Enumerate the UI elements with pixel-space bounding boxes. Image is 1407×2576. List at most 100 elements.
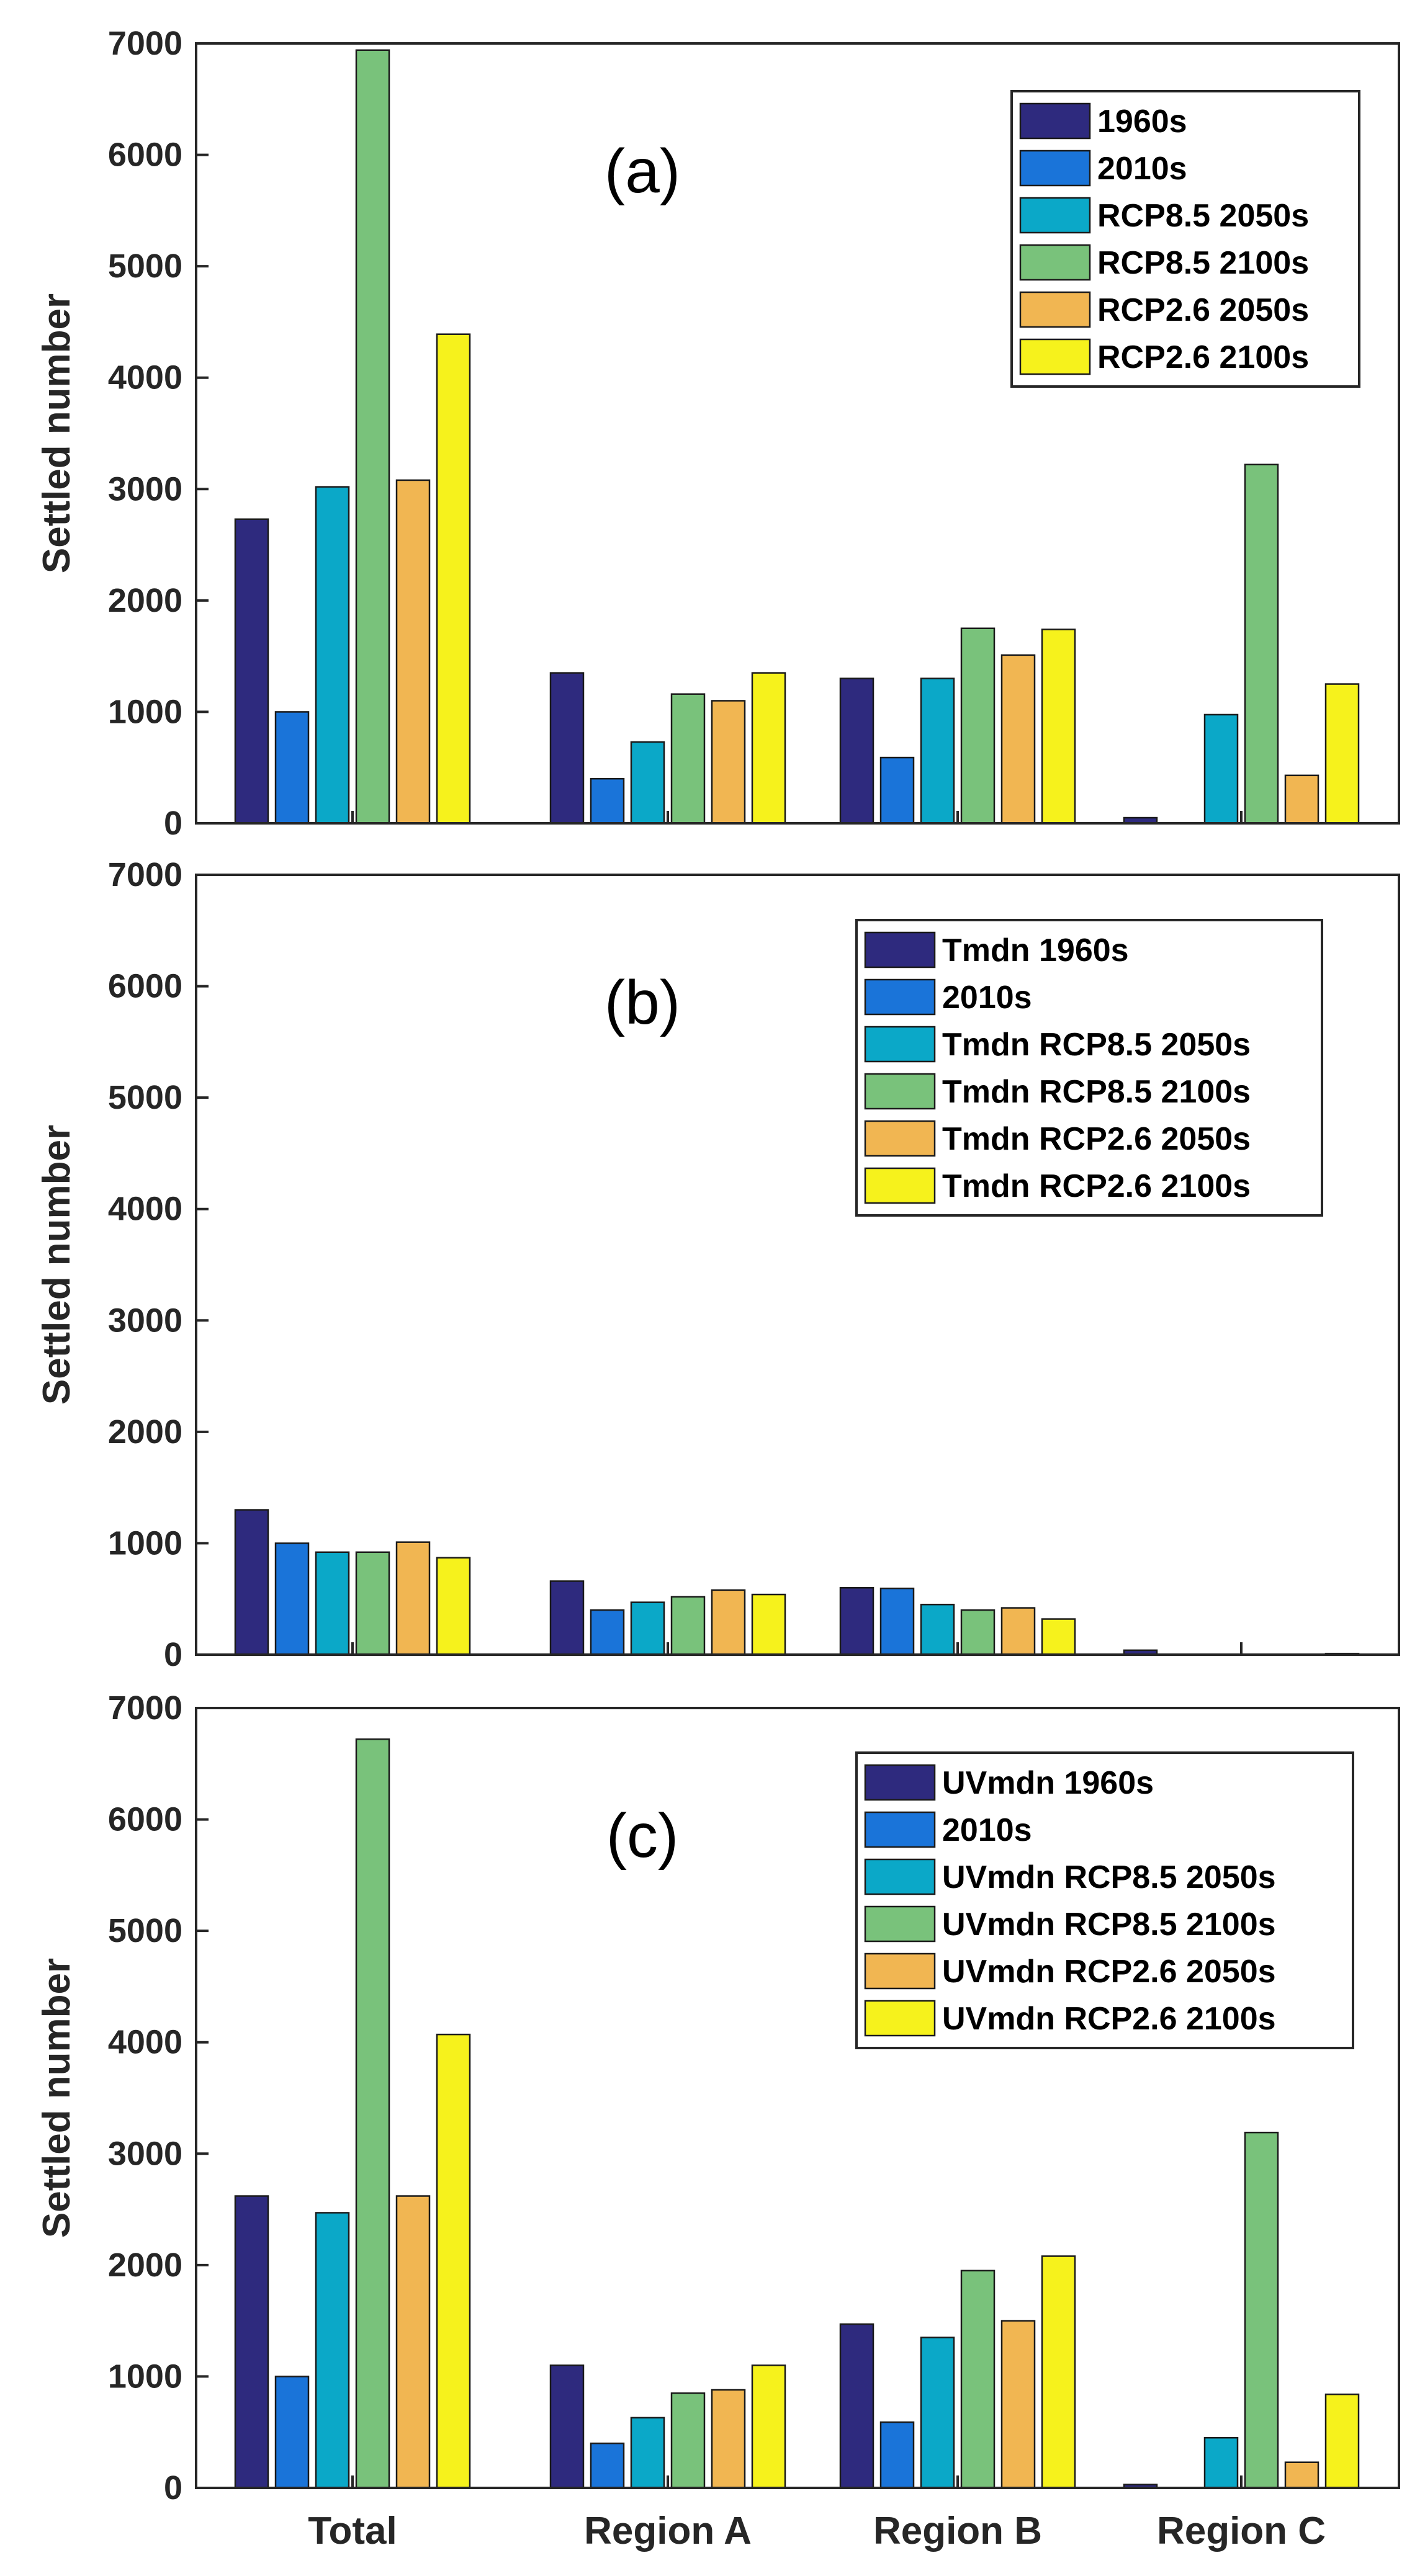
bar-region-a-series-1 bbox=[549, 672, 585, 825]
y-tick-label: 5000 bbox=[108, 1079, 182, 1116]
bar-region-a-series-3 bbox=[630, 2417, 665, 2489]
legend-label: 1960s bbox=[1097, 104, 1187, 140]
legend-swatch bbox=[864, 1026, 936, 1063]
bar-region-c-series-3 bbox=[1203, 713, 1239, 825]
bar-total-series-3 bbox=[315, 2212, 350, 2489]
legend-swatch bbox=[1019, 291, 1091, 328]
y-tick-label: 2000 bbox=[108, 582, 182, 619]
legend-swatch bbox=[864, 1811, 936, 1848]
legend-frame bbox=[855, 919, 1323, 1217]
bar-region-b-series-1 bbox=[839, 2323, 874, 2489]
bar-total-series-6 bbox=[436, 1557, 471, 1656]
bar-region-c-series-5 bbox=[1284, 774, 1319, 825]
legend-label: RCP8.5 2050s bbox=[1097, 198, 1309, 234]
legend-frame bbox=[855, 1751, 1354, 2049]
legend-swatch bbox=[1019, 102, 1091, 140]
y-tick-label: 6000 bbox=[108, 1801, 182, 1838]
y-tick-label: 3000 bbox=[108, 470, 182, 508]
bar-region-a-series-4 bbox=[670, 1596, 706, 1656]
bar-total-series-3 bbox=[315, 1551, 350, 1656]
legend-label: RCP2.6 2100s bbox=[1097, 339, 1309, 375]
bar-total-series-1 bbox=[234, 1509, 269, 1656]
bar-region-a-series-4 bbox=[670, 2392, 706, 2489]
bar-total-series-6 bbox=[436, 333, 471, 825]
legend-label: Tmdn RCP8.5 2050s bbox=[942, 1027, 1251, 1063]
bar-region-b-series-4 bbox=[960, 627, 996, 825]
bar-total-series-2 bbox=[274, 711, 310, 825]
bar-region-b-series-6 bbox=[1041, 2255, 1076, 2489]
y-tick-label: 7000 bbox=[108, 1689, 182, 1727]
panel-1: 0 1000 2000 3000 4000 5000 6000 7000 Settled num… bbox=[35, 25, 1400, 842]
bar-region-c-series-4 bbox=[1244, 2131, 1279, 2489]
bar-total-series-1 bbox=[234, 2195, 269, 2489]
axes-frame bbox=[195, 42, 1400, 825]
bar-region-a-series-3 bbox=[630, 1601, 665, 1656]
bar-total-series-5 bbox=[395, 2195, 431, 2489]
legend-label: Tmdn 1960s bbox=[942, 932, 1129, 968]
bar-region-a-series-1 bbox=[549, 2364, 585, 2489]
bar-region-b-series-5 bbox=[1000, 654, 1036, 825]
y-tick-label: 4000 bbox=[108, 2024, 182, 2061]
legend-label: RCP8.5 2100s bbox=[1097, 245, 1309, 281]
bar-region-b-series-3 bbox=[920, 1603, 955, 1656]
legend-swatch bbox=[864, 978, 936, 1016]
bar-total-series-2 bbox=[274, 1542, 310, 1656]
bar-region-c-series-4 bbox=[1244, 463, 1279, 825]
bar-region-b-series-1 bbox=[839, 678, 874, 825]
legend-label: UVmdn RCP8.5 2100s bbox=[942, 1907, 1276, 1943]
legend: 1960s 2010s RCP8.5 2050s RCP8.5 2100s RCP2.6… bbox=[1010, 90, 1360, 388]
bar-region-a-series-6 bbox=[751, 2364, 786, 2489]
legend-swatch bbox=[864, 931, 936, 968]
legend-swatch bbox=[864, 1952, 936, 1990]
legend-swatch bbox=[864, 1858, 936, 1895]
y-tick-label: 3000 bbox=[108, 2135, 182, 2172]
bar-region-a-series-4 bbox=[670, 693, 706, 825]
y-tick-label: 4000 bbox=[108, 1191, 182, 1228]
panel-label: (c) bbox=[606, 1801, 679, 1871]
bar-region-a-series-1 bbox=[549, 1580, 585, 1656]
legend-swatch bbox=[864, 2000, 936, 2037]
bar-region-b-series-4 bbox=[960, 2270, 996, 2489]
bar-region-b-series-4 bbox=[960, 1609, 996, 1656]
y-tick-label: 0 bbox=[164, 805, 182, 842]
legend-swatch bbox=[864, 1167, 936, 1204]
y-tick-label: 6000 bbox=[108, 968, 182, 1005]
bar-region-a-series-2 bbox=[590, 1609, 625, 1656]
legend-label: UVmdn RCP2.6 2050s bbox=[942, 1954, 1276, 1990]
bar-region-a-series-3 bbox=[630, 741, 665, 825]
legend-swatch bbox=[1019, 244, 1091, 281]
y-tick-label: 0 bbox=[164, 2469, 182, 2507]
bar-region-b-series-5 bbox=[1000, 1607, 1036, 1656]
y-tick-label: 5000 bbox=[108, 1912, 182, 1949]
bar-total-series-6 bbox=[436, 2033, 471, 2489]
y-axis-label: Settled number bbox=[35, 1958, 78, 2238]
bar-region-b-series-6 bbox=[1041, 628, 1076, 825]
y-tick-label: 2000 bbox=[108, 1413, 182, 1451]
bar-region-b-series-6 bbox=[1041, 1618, 1076, 1656]
legend-label: 2010s bbox=[1097, 151, 1187, 187]
y-tick-label: 1000 bbox=[108, 1524, 182, 1562]
panel-3: 0 1000 2000 3000 4000 5000 6000 7000 Settled num… bbox=[35, 1689, 1400, 2552]
bar-region-a-series-5 bbox=[711, 2389, 746, 2489]
bar-region-b-series-2 bbox=[879, 2421, 915, 2489]
bar-total-series-4 bbox=[355, 49, 390, 825]
legend-label: UVmdn RCP8.5 2050s bbox=[942, 1859, 1276, 1895]
y-tick-label: 0 bbox=[164, 1636, 182, 1673]
legend-swatch bbox=[864, 1905, 936, 1943]
legend-label: Tmdn RCP2.6 2100s bbox=[942, 1168, 1251, 1204]
y-tick-label: 5000 bbox=[108, 248, 182, 285]
legend-frame bbox=[1010, 90, 1360, 388]
bar-region-b-series-3 bbox=[920, 678, 955, 825]
y-tick-label: 3000 bbox=[108, 1302, 182, 1339]
panel-label: (b) bbox=[605, 968, 680, 1037]
bar-region-a-series-2 bbox=[590, 777, 625, 825]
x-tick-label: Region B bbox=[873, 2510, 1042, 2552]
axes-frame bbox=[195, 874, 1400, 1656]
legend-swatch bbox=[1019, 150, 1091, 187]
x-tick-label: Region A bbox=[584, 2510, 752, 2552]
axes-frame bbox=[195, 1707, 1400, 2489]
legend-label: RCP2.6 2050s bbox=[1097, 292, 1309, 328]
bar-total-series-5 bbox=[395, 1541, 431, 1656]
bar-region-b-series-3 bbox=[920, 2337, 955, 2489]
